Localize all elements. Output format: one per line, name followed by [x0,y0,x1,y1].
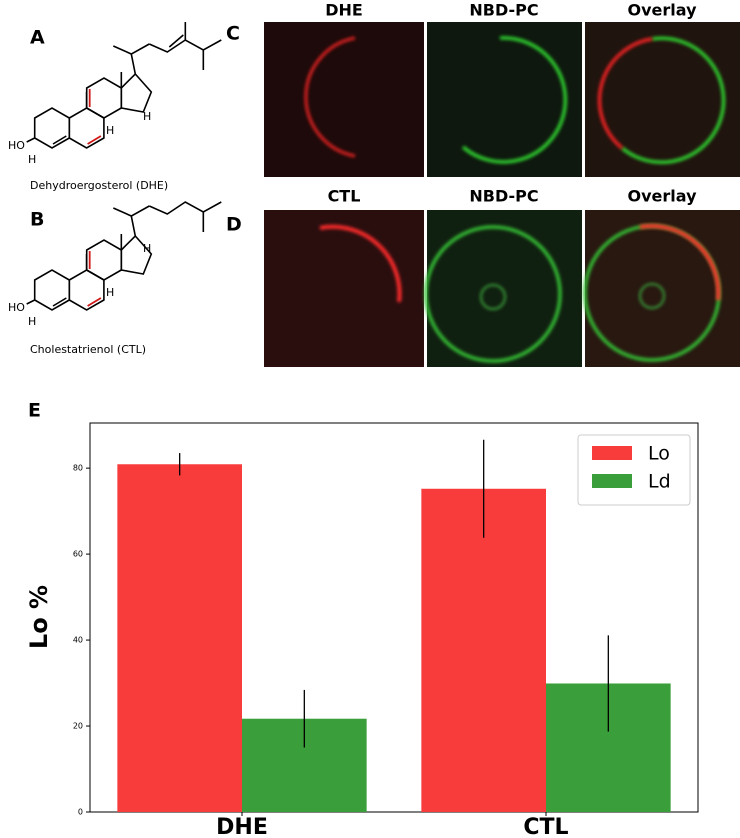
legend-label: Lo [648,443,670,465]
atom-label: HO [8,301,25,314]
ring [68,107,105,149]
legend-swatch [592,446,632,460]
ring [120,234,153,275]
bond [26,137,36,143]
bar [117,464,242,812]
side-chain [148,201,222,215]
ring [33,107,71,149]
atom-label: H [28,153,36,166]
double-bond [87,135,102,145]
atom-label: H [106,286,114,299]
micrograph [424,210,582,367]
atom-label: H [28,315,36,328]
y-tick-label: 60 [73,550,83,559]
legend-label: Ld [648,471,671,493]
structure-drawing [26,201,222,311]
column-header: Overlay [628,1,698,20]
micrograph [427,22,582,177]
column-header: DHE [325,1,363,20]
structure-drawing [26,22,222,149]
double-bond [168,34,184,48]
ring [120,72,153,113]
y-tick-label: 0 [78,808,83,817]
column-header: CTL [328,187,361,206]
bar [421,488,546,812]
ring [85,239,123,281]
micrograph [583,210,740,367]
atom-label: H [143,110,151,123]
y-tick-label: 40 [73,636,83,645]
y-axis-label: Lo % [25,585,53,649]
micrograph [264,210,424,367]
side-chain [148,39,222,53]
micrograph [264,22,424,177]
side-chain [130,43,150,75]
double-bond [52,297,67,307]
atom-label: HO [8,139,25,152]
panel-label: C [226,23,240,45]
legend-box [577,434,691,506]
ring [68,269,105,311]
panel-label: A [30,27,45,49]
y-tick-label: 20 [73,722,83,731]
structure-caption: Dehydroergosterol (DHE) [30,179,168,192]
side-chain [130,205,150,237]
x-tick-label: CTL [523,815,568,838]
bond [112,45,132,55]
panel-label: B [30,209,44,231]
plot-area: 0 20 40 60 80 DHE CTL Lo Ld [73,422,699,838]
column-header: NBD-PC [469,1,538,20]
legend-swatch [592,474,632,488]
panel-label: D [226,214,242,236]
y-tick-label: 80 [73,464,83,473]
column-header: NBD-PC [469,187,538,206]
double-bond [52,135,67,145]
micrograph [585,22,740,177]
double-bond [87,297,102,307]
ring [33,269,71,311]
column-header: Overlay [628,187,698,206]
ring [85,77,123,119]
atom-label: H [143,242,151,255]
x-tick-label: DHE [216,815,268,838]
atom-label: H [106,124,114,137]
structure-caption: Cholestatrienol (CTL) [30,343,146,356]
bond [26,299,36,305]
bond [112,207,132,217]
panel-label: E [28,400,41,422]
